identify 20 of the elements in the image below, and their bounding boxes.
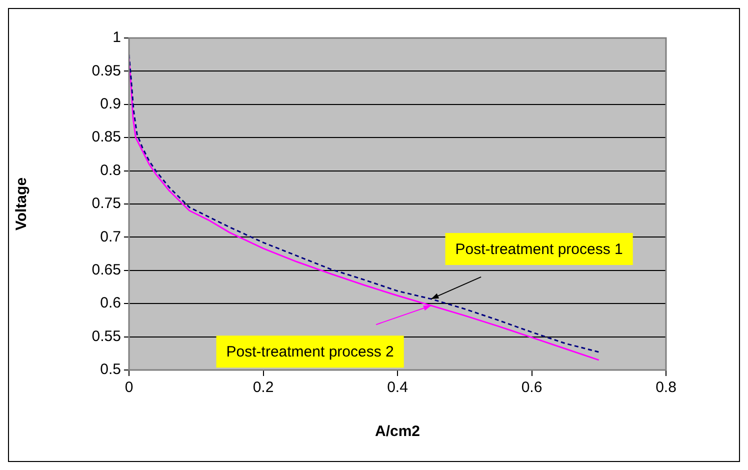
y-tick-label: 0.9 — [100, 96, 121, 113]
x-tick-label: 0 — [124, 379, 134, 396]
x-tick-label: 0.2 — [252, 379, 274, 396]
y-tick-label: 0.8 — [100, 162, 121, 179]
y-tick-label: 0.6 — [100, 294, 121, 312]
y-tick-label: 0.65 — [92, 262, 121, 279]
y-axis-title: Voltage — [13, 177, 30, 231]
annotation: Post-treatment process 2 — [226, 344, 394, 361]
y-tick-label: 0.75 — [92, 195, 121, 212]
y-tick-label: 0.95 — [92, 62, 121, 80]
x-tick-label: 0.6 — [521, 379, 542, 396]
y-tick-label: 0.5 — [100, 361, 121, 378]
annotation: Post-treatment process 1 — [455, 241, 623, 258]
y-tick-label: 0.7 — [100, 228, 121, 246]
x-tick-label: 0.4 — [387, 379, 408, 396]
y-tick-label: 0.55 — [92, 328, 121, 345]
y-tick-label: 1 — [112, 29, 121, 46]
y-tick-label: 0.85 — [92, 128, 121, 146]
x-axis-title: A/cm2 — [374, 423, 420, 440]
x-tick-label: 0.8 — [656, 379, 676, 396]
